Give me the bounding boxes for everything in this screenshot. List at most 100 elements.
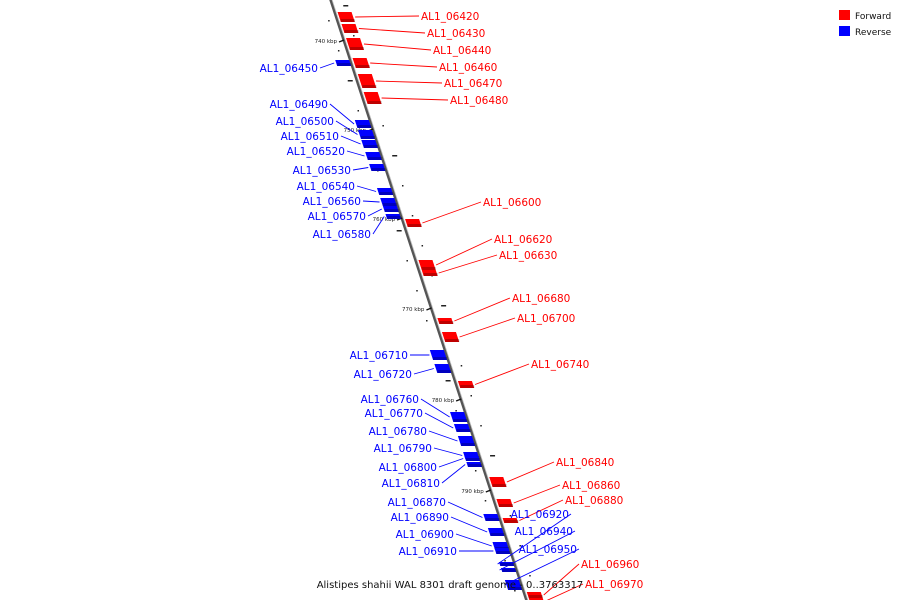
gene-feature[interactable] [453, 424, 471, 432]
gene-feature[interactable] [483, 514, 500, 521]
gene-feature[interactable] [376, 188, 394, 195]
gene-feature-shade [490, 533, 505, 536]
gene-label[interactable]: AL1_06570 [308, 211, 366, 223]
gene-feature-shade [367, 101, 382, 104]
gene-label[interactable]: AL1_06470 [444, 78, 502, 90]
minor-tick-dot [347, 80, 353, 82]
gene-label[interactable]: AL1_06430 [427, 28, 485, 40]
gene-feature[interactable] [363, 92, 382, 104]
gene-label[interactable]: AL1_06900 [396, 529, 454, 541]
gene-label[interactable]: AL1_06780 [369, 426, 427, 438]
gene-feature[interactable] [337, 12, 355, 22]
gene-label[interactable]: AL1_06860 [562, 480, 620, 492]
gene-label[interactable]: AL1_06740 [531, 359, 589, 371]
gene-label[interactable]: AL1_06970 [585, 579, 643, 591]
gene-feature[interactable] [489, 477, 507, 487]
label-leader-line [370, 62, 438, 68]
gene-feature-shade [384, 209, 399, 212]
gene-feature[interactable] [457, 436, 476, 446]
gene-label[interactable]: AL1_06790 [374, 443, 432, 455]
gene-label[interactable]: AL1_06600 [483, 197, 541, 209]
gene-feature-shade [437, 370, 452, 373]
gene-label[interactable]: AL1_06920 [511, 509, 569, 521]
gene-label[interactable]: AL1_06560 [303, 196, 361, 208]
gene-feature[interactable] [335, 60, 352, 66]
gene-feature[interactable] [434, 364, 452, 373]
gene-feature-shade [363, 145, 378, 148]
gene-label[interactable]: AL1_06710 [350, 350, 408, 362]
gene-feature[interactable] [352, 58, 370, 68]
gene-feature-shade [499, 504, 514, 507]
label-leader-line [497, 513, 572, 565]
gene-feature[interactable] [457, 381, 475, 388]
gene-feature[interactable] [346, 38, 364, 50]
gene-feature[interactable] [496, 499, 514, 507]
gene-label[interactable]: AL1_06620 [494, 234, 552, 246]
gene-label[interactable]: AL1_06960 [581, 559, 639, 571]
gene-label[interactable]: AL1_06530 [293, 165, 351, 177]
gene-label[interactable]: AL1_06810 [382, 478, 440, 490]
gene-label[interactable]: AL1_06460 [439, 62, 497, 74]
label-leader-line [367, 208, 383, 217]
gene-feature[interactable] [504, 580, 523, 590]
minor-tick-dot [337, 50, 340, 52]
gene-label[interactable]: AL1_06420 [421, 11, 479, 23]
gene-label[interactable]: AL1_06490 [270, 99, 328, 111]
gene-label[interactable]: AL1_06520 [287, 146, 345, 158]
gene-feature[interactable] [405, 219, 422, 227]
label-leader-line [355, 15, 420, 18]
gene-feature[interactable] [466, 462, 482, 467]
gene-feature[interactable] [498, 562, 515, 566]
gene-feature[interactable] [380, 198, 397, 206]
gene-feature[interactable] [421, 270, 438, 276]
label-leader-line [329, 103, 355, 125]
gene-feature[interactable] [441, 332, 460, 342]
gene-feature[interactable] [494, 548, 511, 554]
gene-label[interactable]: AL1_06800 [379, 462, 437, 474]
gene-label[interactable]: AL1_06510 [281, 131, 339, 143]
gene-feature[interactable] [526, 592, 543, 598]
gene-feature[interactable] [502, 518, 519, 523]
gene-feature[interactable] [382, 206, 399, 212]
gene-label[interactable]: AL1_06950 [519, 544, 577, 556]
label-leader-line [319, 62, 335, 69]
label-leader-line [335, 120, 358, 135]
minor-tick-dot [460, 365, 463, 367]
gene-feature[interactable] [418, 260, 436, 270]
gene-label[interactable]: AL1_06760 [361, 394, 419, 406]
gene-feature[interactable] [358, 130, 375, 139]
gene-feature[interactable] [361, 140, 378, 148]
gene-feature[interactable] [429, 350, 448, 360]
gene-label[interactable]: AL1_06890 [391, 512, 449, 524]
gene-label[interactable]: AL1_06440 [433, 45, 491, 57]
gene-label[interactable]: AL1_06880 [565, 495, 623, 507]
gene-label[interactable]: AL1_06500 [276, 116, 334, 128]
scale-tick [426, 307, 432, 311]
gene-label[interactable]: AL1_06480 [450, 95, 508, 107]
gene-feature[interactable] [357, 74, 377, 88]
gene-feature[interactable] [464, 456, 481, 461]
gene-label[interactable]: AL1_06450 [260, 63, 318, 75]
gene-feature[interactable] [341, 24, 359, 33]
gene-feature[interactable] [354, 120, 372, 128]
gene-label[interactable]: AL1_06910 [399, 546, 457, 558]
gene-feature[interactable] [365, 152, 382, 160]
gene-label[interactable]: AL1_06940 [515, 526, 573, 538]
gene-label[interactable]: AL1_06720 [354, 369, 412, 381]
gene-label[interactable]: AL1_06630 [499, 250, 557, 262]
gene-feature[interactable] [385, 214, 402, 219]
gene-label[interactable]: AL1_06580 [313, 229, 371, 241]
gene-label[interactable]: AL1_06540 [297, 181, 355, 193]
gene-label[interactable]: AL1_06700 [517, 313, 575, 325]
gene-label[interactable]: AL1_06870 [388, 497, 446, 509]
gene-feature-shade [466, 458, 481, 461]
gene-feature[interactable] [487, 528, 505, 536]
gene-feature[interactable] [450, 412, 468, 422]
gene-label[interactable]: AL1_06770 [365, 408, 423, 420]
gene-feature[interactable] [437, 318, 454, 324]
gene-label[interactable]: AL1_06840 [556, 457, 614, 469]
gene-feature-shade [357, 125, 372, 128]
gene-feature[interactable] [500, 568, 517, 572]
gene-label[interactable]: AL1_06680 [512, 293, 570, 305]
gene-feature[interactable] [369, 164, 386, 171]
